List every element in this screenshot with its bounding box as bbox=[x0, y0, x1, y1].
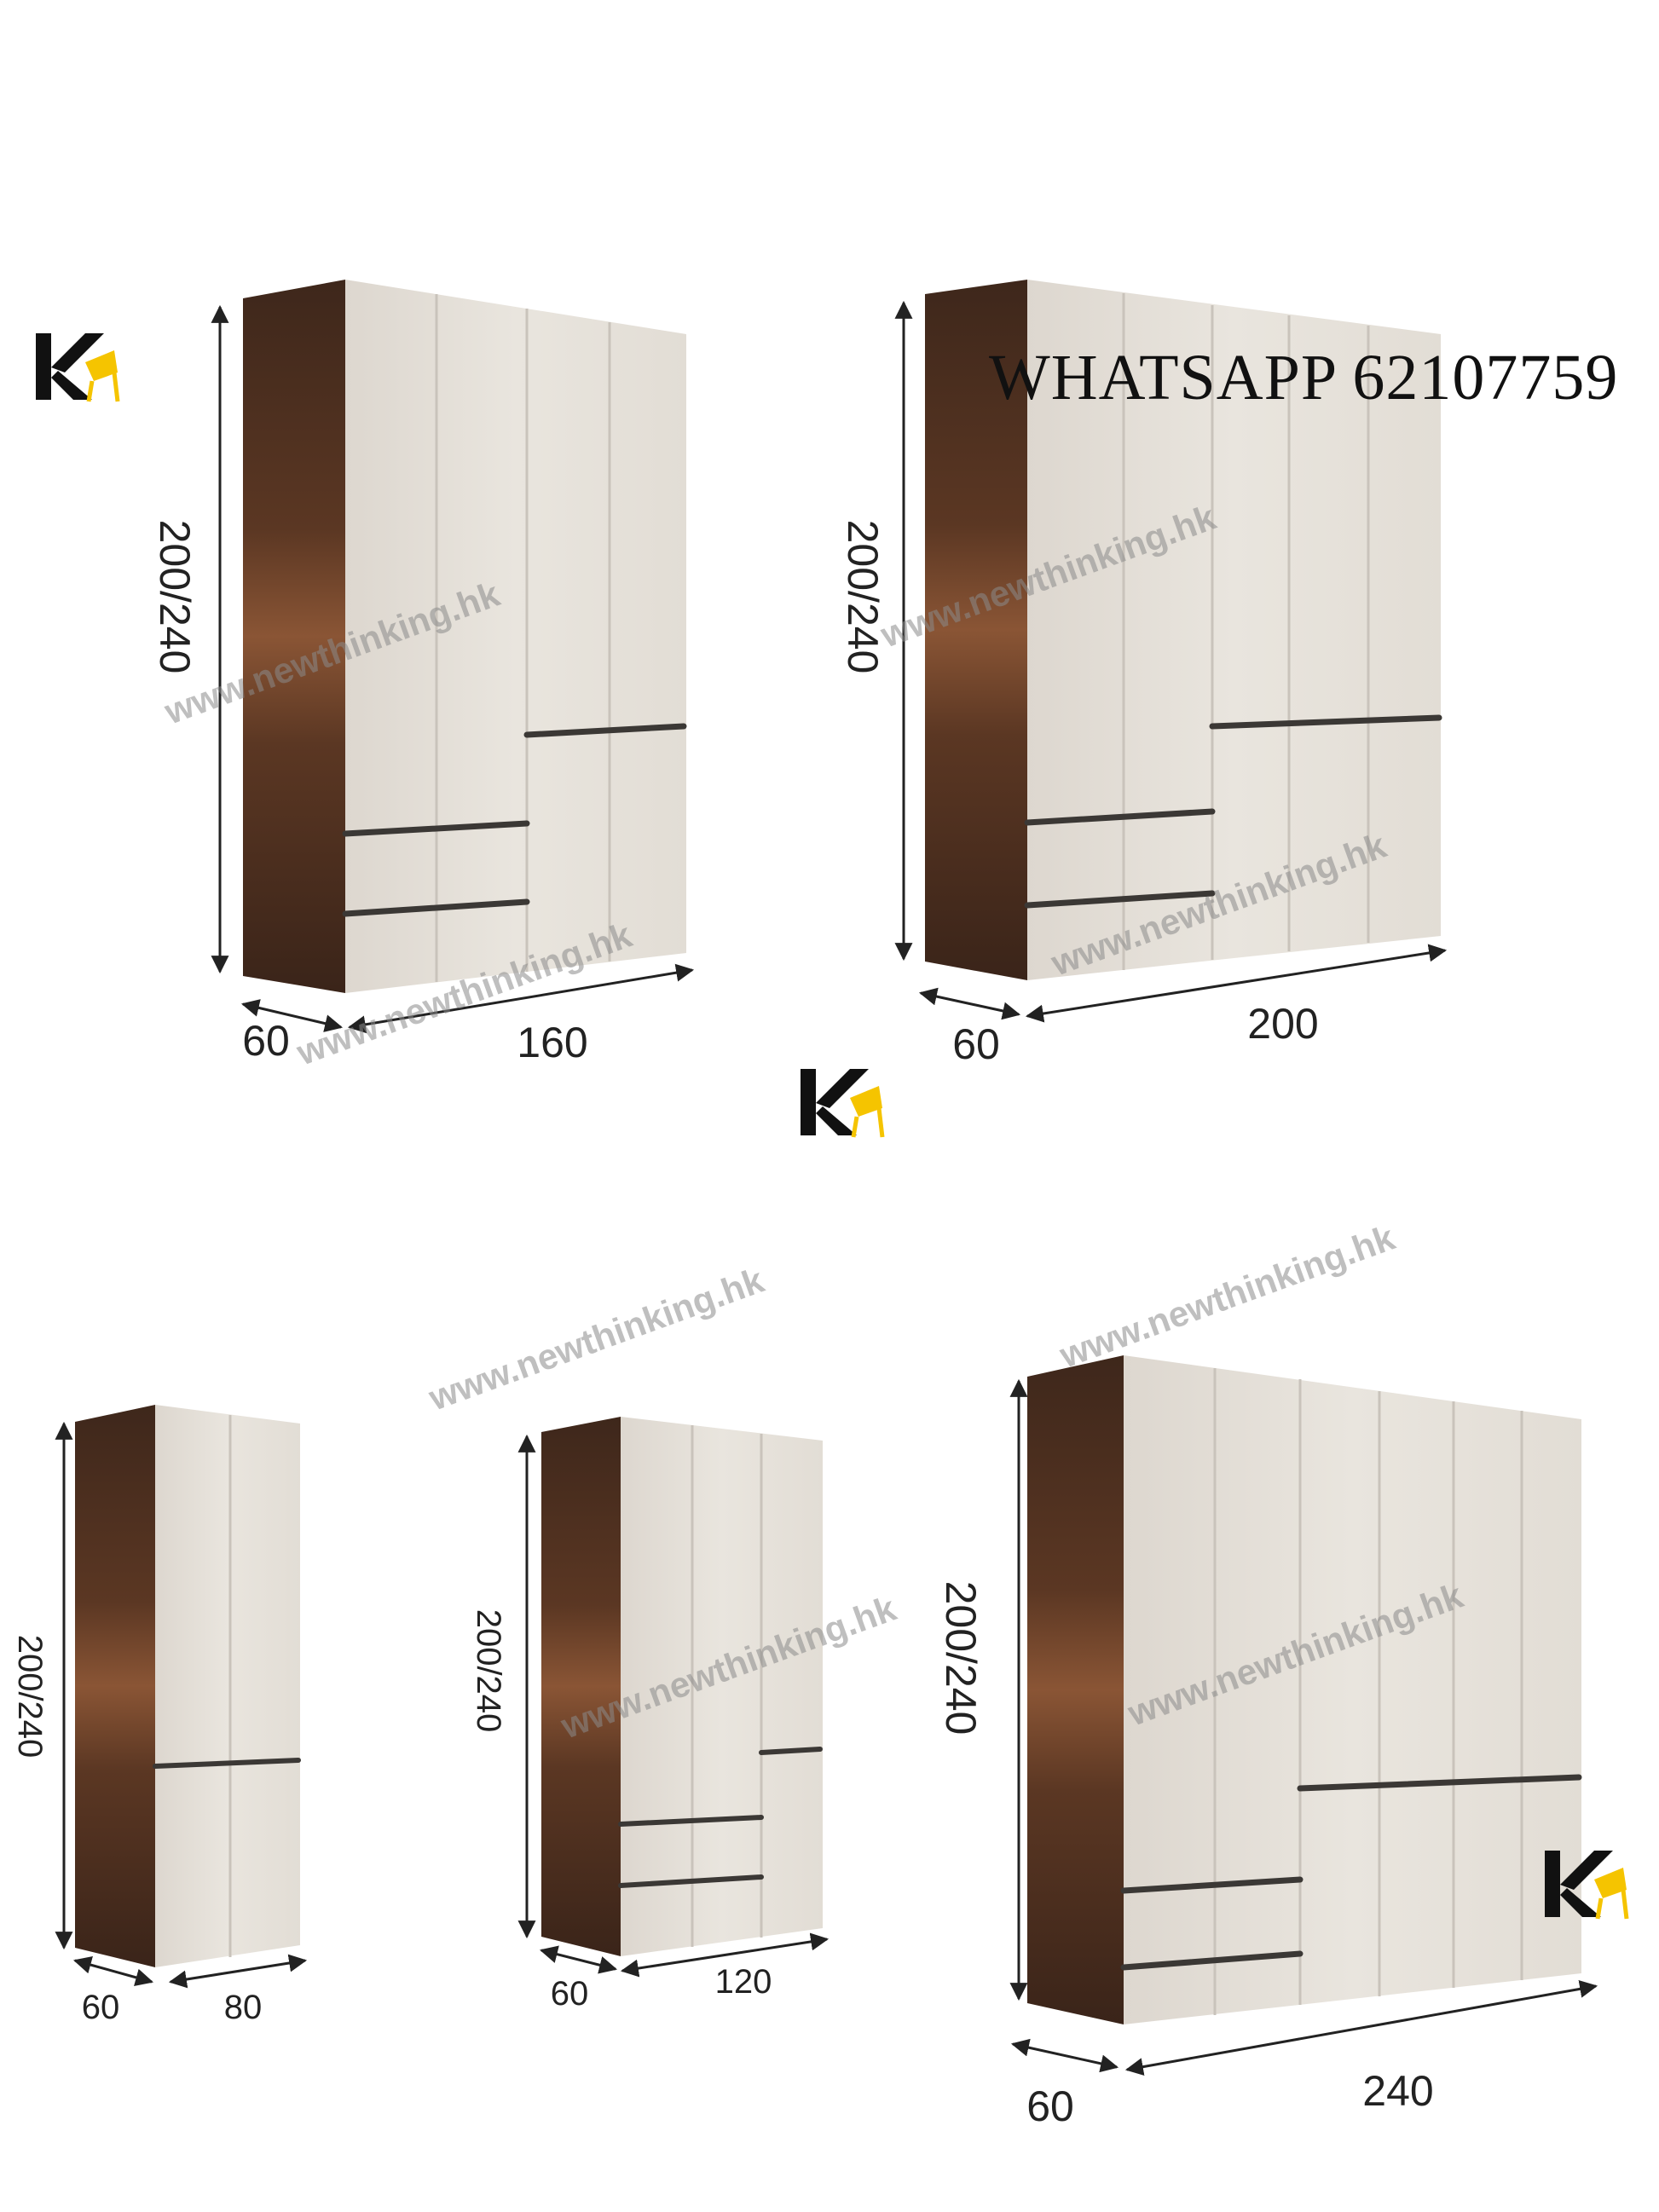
brand-logo-icon bbox=[1545, 1851, 1629, 1920]
depth-label: 60 bbox=[952, 1020, 1000, 1068]
width-label: 240 bbox=[1362, 2067, 1433, 2115]
depth-label: 60 bbox=[82, 1989, 120, 2026]
width-label: 200 bbox=[1247, 1000, 1318, 1048]
wardrobe-160: 200/240 60 160 bbox=[151, 280, 695, 1066]
height-label: 200/240 bbox=[470, 1609, 507, 1733]
brand-logo-icon bbox=[801, 1069, 885, 1138]
watermark-text: www.newthinking.hk bbox=[423, 1260, 769, 1418]
wardrobe-240: 200/240 60 240 bbox=[937, 1355, 1598, 2130]
width-label: 80 bbox=[224, 1989, 263, 2026]
width-label: 160 bbox=[517, 1019, 587, 1066]
height-label: 200/240 bbox=[11, 1635, 49, 1759]
watermark-text: www.newthinking.hk bbox=[1054, 1217, 1400, 1376]
height-label: 200/240 bbox=[151, 520, 199, 674]
wardrobe-120: 200/240 60 120 bbox=[470, 1417, 830, 2013]
wardrobe-200: 200/240 60 200 bbox=[839, 280, 1448, 1068]
height-label: 200/240 bbox=[839, 520, 887, 674]
whatsapp-contact: WHATSAPP 62107759 bbox=[989, 342, 1619, 413]
depth-label: 60 bbox=[242, 1017, 290, 1065]
depth-label: 60 bbox=[1026, 2082, 1074, 2130]
brand-logo-icon bbox=[36, 333, 120, 402]
depth-label: 60 bbox=[551, 1975, 589, 2013]
wardrobe-80: 200/240 60 80 bbox=[11, 1405, 308, 2026]
width-label: 120 bbox=[715, 1963, 772, 2001]
height-label: 200/240 bbox=[937, 1581, 985, 1736]
